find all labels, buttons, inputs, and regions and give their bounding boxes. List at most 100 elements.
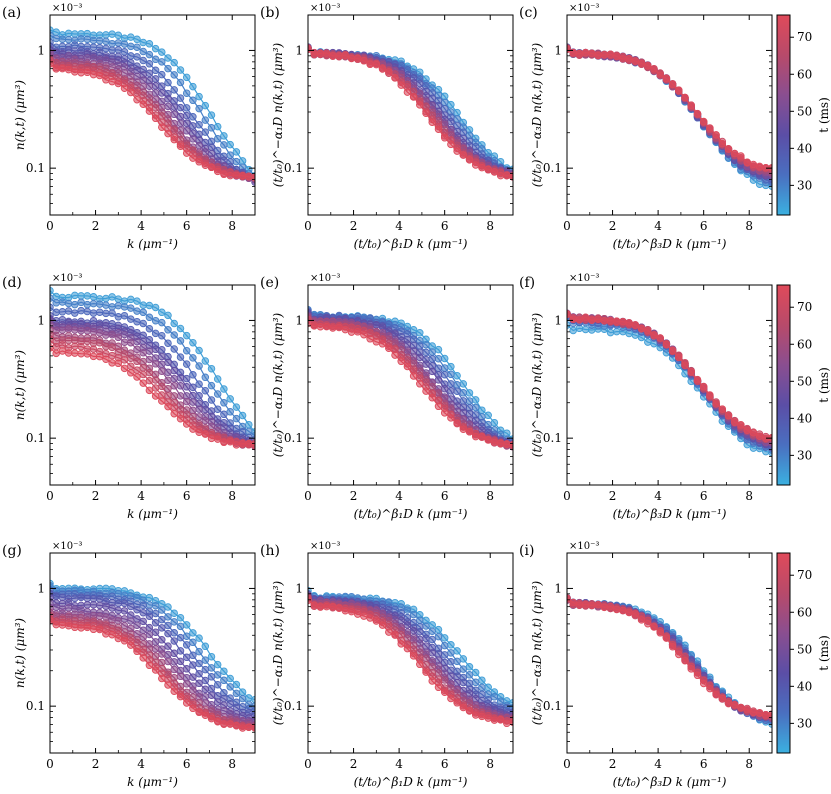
data-point — [158, 600, 166, 608]
data-point — [484, 714, 492, 722]
data-point — [490, 167, 499, 176]
data-point — [127, 362, 135, 370]
data-point — [133, 53, 141, 61]
data-point — [606, 328, 615, 337]
y-tick-label: 0.1 — [26, 431, 45, 445]
data-point — [612, 327, 621, 336]
data-point — [220, 667, 228, 675]
data-point — [158, 318, 166, 327]
data-point — [403, 88, 412, 96]
data-point — [465, 389, 474, 397]
data-point — [182, 383, 191, 391]
data-point — [391, 351, 399, 359]
y-tick-label: 1 — [554, 581, 562, 595]
data-point — [600, 317, 609, 325]
y-exponent-label: ×10⁻³ — [310, 541, 340, 552]
data-point — [687, 665, 695, 673]
colorbar: 30 40 50 60 70 t (ms) — [776, 284, 831, 486]
data-point — [182, 331, 191, 340]
data-point — [189, 661, 197, 669]
data-point — [737, 152, 745, 160]
x-tick-label: 0 — [304, 757, 312, 771]
data-point — [151, 392, 160, 400]
data-point — [133, 621, 141, 629]
data-point — [145, 623, 154, 632]
data-point — [182, 89, 191, 97]
data-point — [158, 624, 166, 632]
data-point — [447, 362, 455, 371]
data-point — [440, 676, 449, 684]
x-tick-label: 8 — [486, 757, 494, 771]
data-point — [114, 31, 123, 40]
data-point — [108, 303, 116, 311]
y-axis-label: (t/t₀)^−α₁D n(k,t) (μm³) — [271, 312, 285, 457]
data-point — [133, 593, 141, 602]
x-tick-label: 4 — [654, 489, 662, 503]
data-point — [127, 602, 135, 611]
data-point — [158, 367, 166, 375]
data-point — [139, 47, 147, 56]
panel-label: (d) — [2, 275, 22, 291]
data-point — [83, 300, 92, 309]
data-point — [484, 411, 492, 420]
data-point — [164, 613, 172, 621]
data-point — [83, 594, 92, 603]
data-point — [108, 592, 116, 601]
colorbar-tick-label: 30 — [797, 448, 812, 462]
data-point — [453, 657, 461, 666]
x-axis-label: (t/t₀)^β₃D k (μm⁻¹) — [613, 775, 727, 789]
data-point — [145, 601, 154, 609]
data-point — [650, 64, 658, 73]
x-tick-label: 2 — [92, 489, 100, 503]
data-point — [372, 617, 381, 625]
data-point — [170, 103, 178, 111]
panel-label: (a) — [2, 5, 21, 21]
data-point — [637, 324, 646, 333]
data-point — [102, 301, 110, 309]
data-point — [201, 430, 210, 438]
x-axis-label: (t/t₀)^β₁D k (μm⁻¹) — [354, 775, 468, 789]
data-point — [422, 654, 430, 662]
data-point — [207, 664, 216, 672]
data-point — [385, 68, 393, 76]
data-point — [133, 297, 141, 305]
data-point — [127, 304, 135, 312]
data-point — [170, 658, 178, 666]
data-point — [201, 711, 210, 719]
data-point — [575, 316, 584, 324]
data-point — [164, 78, 172, 87]
data-point — [724, 699, 733, 708]
data-point — [170, 409, 178, 418]
data-point — [207, 163, 216, 172]
data-point — [656, 629, 664, 637]
data-point — [114, 46, 123, 54]
x-tick-label: 6 — [700, 489, 708, 503]
colorbar-label: t (ms) — [817, 635, 831, 671]
data-point — [64, 307, 73, 315]
data-point — [428, 367, 436, 376]
data-point — [95, 36, 104, 45]
data-point — [170, 374, 178, 383]
data-point — [158, 650, 166, 658]
data-point — [434, 683, 443, 692]
data-point — [108, 351, 116, 360]
data-point — [755, 180, 764, 188]
data-point — [170, 110, 178, 119]
data-point — [120, 621, 129, 630]
x-tick-label: 4 — [137, 757, 145, 771]
panel-h: 0 2 4 6 8 0.1 1 (h) ×10⁻³ (t/t₀)^β₁D k (μm⁻¹) (t/t… — [260, 541, 514, 789]
data-point — [428, 635, 436, 644]
data-point — [151, 652, 160, 660]
data-point — [145, 107, 154, 115]
data-point — [201, 685, 210, 694]
colorbar-tick-label: 70 — [797, 300, 812, 314]
y-axis-label: (t/t₀)^−α₁D n(k,t) (μm³) — [271, 580, 285, 725]
data-point — [575, 601, 584, 609]
colorbar-gradient — [776, 14, 791, 216]
colorbar-label: t (ms) — [817, 367, 831, 403]
colorbar-tick-label: 70 — [797, 30, 812, 44]
data-point — [409, 93, 418, 101]
data-point — [207, 652, 216, 661]
data-point — [52, 603, 60, 611]
data-point — [139, 337, 147, 345]
